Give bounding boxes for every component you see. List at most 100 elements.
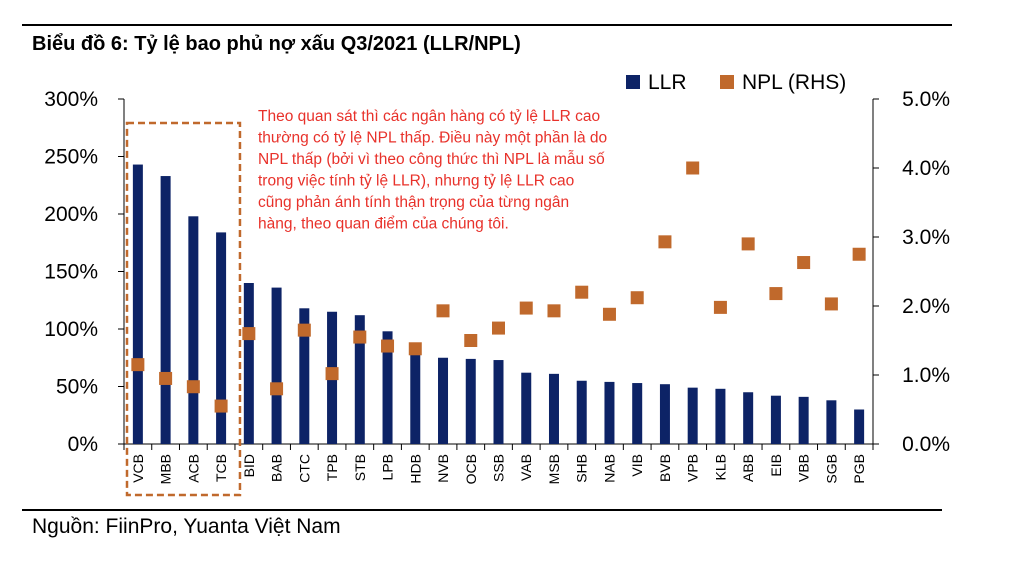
- bar-llr: [659, 384, 670, 444]
- marker-npl: [769, 287, 783, 301]
- bar-llr: [632, 383, 643, 444]
- marker-npl: [353, 330, 367, 344]
- x-tick-label: VAB: [518, 454, 534, 481]
- marker-npl: [242, 327, 256, 341]
- left-tick-label: 200%: [44, 203, 98, 226]
- bar-llr: [132, 164, 143, 445]
- annotation-line: thường có tỷ lệ NPL thấp. Điều này một p…: [258, 130, 607, 147]
- bar-llr: [299, 308, 310, 444]
- x-tick-label: MSB: [546, 454, 562, 484]
- bar-llr: [438, 357, 449, 444]
- x-tick-label: TCB: [213, 454, 229, 482]
- bar-llr: [743, 392, 754, 444]
- marker-npl: [797, 256, 811, 270]
- highlight-box-group: [125, 121, 242, 497]
- legend-swatch-npl: [720, 75, 734, 89]
- left-tick-label: 300%: [44, 88, 98, 111]
- npl-markers: [131, 161, 866, 413]
- x-tick-label: OCB: [463, 454, 479, 484]
- marker-npl: [658, 235, 672, 249]
- highlight-box: [125, 121, 242, 497]
- marker-npl: [159, 371, 173, 385]
- x-tick-label: MBB: [158, 454, 174, 484]
- legend-swatch-llr: [626, 75, 640, 89]
- marker-npl: [186, 380, 200, 394]
- left-y-axis: 0% 50% 100% 150% 200% 250% 300%: [44, 88, 125, 456]
- x-tick-label: NVB: [435, 454, 451, 483]
- marker-npl: [325, 367, 339, 381]
- x-tick-label: BVB: [657, 454, 673, 482]
- x-tick-label: STB: [352, 454, 368, 481]
- marker-npl: [575, 285, 589, 299]
- x-tick-label: EIB: [768, 454, 784, 477]
- bar-llr: [271, 287, 282, 444]
- bar-llr: [521, 372, 532, 444]
- marker-npl: [408, 342, 422, 356]
- right-tick-label: 1.0%: [902, 364, 950, 387]
- bar-llr: [160, 176, 171, 445]
- left-tick-label: 0%: [68, 433, 98, 456]
- annotation-line: hàng, theo quan điểm của chúng tôi.: [258, 216, 509, 233]
- bar-llr: [465, 358, 476, 444]
- bar-llr: [604, 381, 615, 444]
- left-tick-label: 100%: [44, 318, 98, 341]
- legend: LLR NPL (RHS): [626, 71, 846, 94]
- bar-llr: [687, 387, 698, 444]
- x-tick-label: BAB: [269, 454, 285, 482]
- x-tick-label: VPB: [685, 454, 701, 482]
- marker-npl: [381, 339, 395, 353]
- marker-npl: [519, 301, 533, 315]
- marker-npl: [824, 297, 838, 311]
- bar-llr: [770, 395, 781, 444]
- right-tick-label: 4.0%: [902, 157, 950, 180]
- marker-npl: [214, 399, 228, 413]
- bar-llr: [715, 388, 726, 444]
- x-tick-label: KLB: [712, 454, 728, 480]
- bar-llr: [216, 232, 227, 444]
- left-tick-label: 50%: [56, 376, 98, 399]
- marker-npl: [464, 334, 478, 347]
- bar-llr: [576, 380, 587, 444]
- x-tick-label: VCB: [130, 454, 146, 483]
- marker-npl: [492, 321, 505, 335]
- marker-npl: [852, 247, 866, 261]
- x-tick-label: ABB: [740, 454, 756, 482]
- x-tick-label: TPB: [324, 454, 340, 481]
- marker-npl: [547, 304, 561, 318]
- bar-llr: [798, 396, 809, 444]
- annotation-line: trong việc tính tỷ lệ LLR), nhưng tỷ lệ …: [258, 173, 574, 190]
- right-tick-label: 0.0%: [902, 433, 950, 456]
- bar-llr: [354, 315, 365, 444]
- title-top-rule: [22, 24, 952, 26]
- marker-npl: [686, 161, 700, 175]
- bar-llr: [854, 409, 865, 444]
- bar-llr: [826, 400, 837, 444]
- source-note: Nguồn: FiinPro, Yuanta Việt Nam: [32, 515, 341, 538]
- x-tick-label: CTC: [296, 454, 312, 483]
- chart: 0% 50% 100% 150% 200% 250% 300% 0.0% 1.0% 2.0% 3.…: [44, 71, 950, 497]
- x-tick-label: SSB: [491, 454, 507, 482]
- x-tick-label: PGB: [851, 454, 867, 484]
- legend-label-npl: NPL (RHS): [742, 71, 846, 94]
- llr-bars: [132, 164, 865, 445]
- marker-npl: [630, 291, 644, 305]
- chart-title: Biểu đồ 6: Tỷ lệ bao phủ nợ xấu Q3/2021 …: [32, 33, 521, 55]
- marker-npl: [297, 323, 311, 337]
- x-tick-label: SGB: [823, 454, 839, 484]
- annotation-line: NPL thấp (bởi vì theo công thức thì NPL …: [258, 151, 605, 168]
- left-tick-label: 250%: [44, 146, 98, 169]
- annotation-line: Theo quan sát thì các ngân hàng có tỷ lệ…: [258, 108, 600, 125]
- x-tick-label: BID: [241, 454, 257, 477]
- x-tick-label: VBB: [796, 454, 812, 482]
- marker-npl: [713, 300, 727, 314]
- marker-npl: [741, 237, 755, 251]
- source-top-rule: [22, 509, 942, 511]
- right-y-axis: 0.0% 1.0% 2.0% 3.0% 4.0% 5.0%: [872, 88, 950, 456]
- marker-npl: [131, 358, 145, 372]
- bar-llr: [188, 216, 199, 444]
- x-tick-label: ACB: [185, 454, 201, 483]
- bar-llr: [410, 352, 421, 444]
- right-tick-label: 5.0%: [902, 88, 950, 111]
- x-tick-label: NAB: [601, 454, 617, 483]
- legend-label-llr: LLR: [648, 71, 687, 94]
